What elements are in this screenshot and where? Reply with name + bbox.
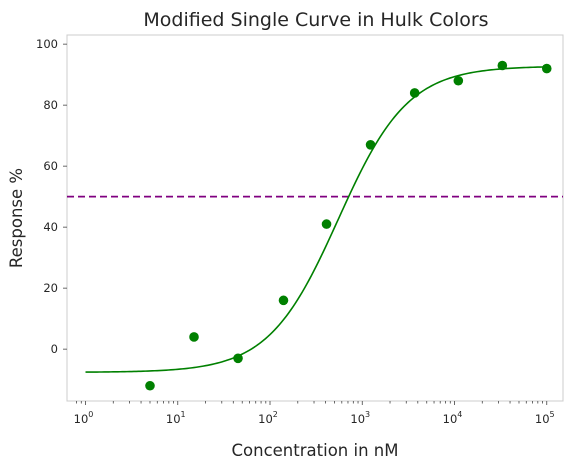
y-tick-label: 80 (43, 98, 58, 112)
y-axis-label: Response % (7, 168, 26, 268)
y-tick-label: 40 (43, 220, 58, 234)
x-tick-label: 101 (166, 410, 186, 426)
data-point (321, 219, 332, 229)
y-tick-label: 100 (36, 37, 58, 51)
data-point (541, 63, 552, 74)
y-tick-label: 60 (43, 159, 58, 173)
data-points (145, 60, 552, 391)
x-tick-label: 102 (258, 410, 278, 426)
fit-curve (85, 66, 547, 373)
y-axis: 0 20 40 60 80 100 (36, 37, 67, 356)
data-point (145, 380, 155, 391)
x-tick-label: 100 (74, 410, 94, 426)
data-point (233, 353, 243, 364)
x-tick-label: 104 (443, 410, 463, 426)
plot-frame (66, 34, 564, 402)
x-axis: 100 101 102 103 104 105 (74, 401, 555, 426)
data-point (365, 140, 376, 150)
y-tick-label: 0 (51, 342, 58, 356)
data-point (409, 88, 420, 98)
chart-title: Modified Single Curve in Hulk Colors (143, 9, 488, 31)
data-point (278, 295, 289, 306)
x-tick-label: 105 (535, 410, 555, 426)
x-tick-label: 103 (350, 410, 370, 426)
data-point (189, 332, 199, 342)
x-axis-label: Concentration in nM (232, 441, 399, 460)
data-point (453, 75, 464, 86)
y-tick-label: 20 (43, 281, 58, 295)
data-point (497, 60, 508, 71)
